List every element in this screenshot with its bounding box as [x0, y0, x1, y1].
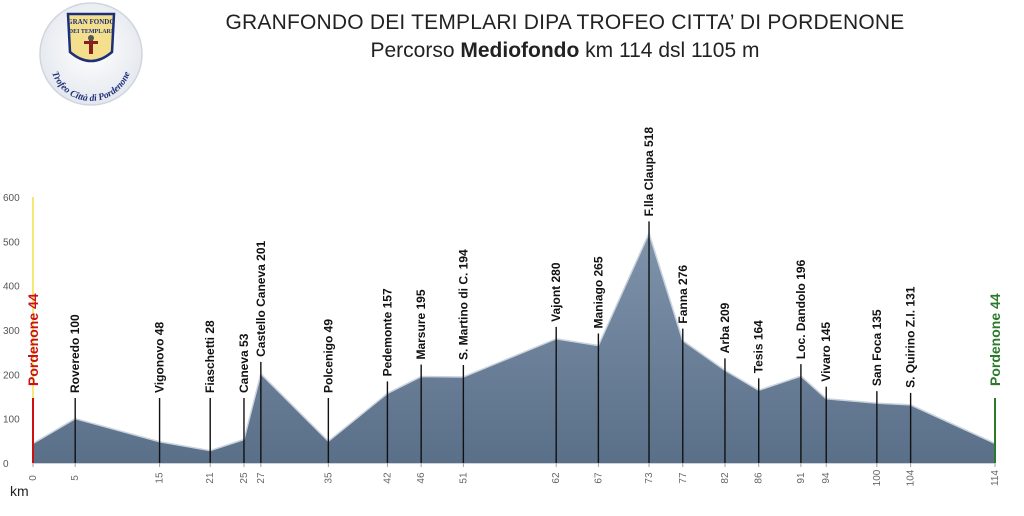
y-tick-label: 0: [3, 459, 9, 470]
x-tick-label: 25: [239, 472, 250, 484]
waypoint-label: San Foca 135: [870, 309, 884, 386]
chart-title: GRANFONDO DEI TEMPLARI DIPA TROFEO CITTA…: [225, 11, 905, 34]
waypoint-label: S. Martino di C. 194: [456, 249, 470, 360]
x-tick-label: 82: [720, 472, 731, 484]
waypoint-label: Tesis 164: [752, 320, 766, 373]
x-tick-label: 91: [796, 472, 807, 484]
waypoint-finish-label: Pordenone 44: [987, 293, 1003, 386]
x-tick-label: 0: [28, 475, 39, 481]
y-tick-label: 100: [3, 415, 20, 426]
elevation-area: [33, 233, 995, 463]
waypoint-label: Fiaschetti 28: [203, 320, 217, 393]
y-tick-label: 400: [3, 282, 20, 293]
x-tick-label: 35: [323, 472, 334, 484]
x-tick-label: 86: [754, 472, 765, 484]
waypoint-label: Roveredo 100: [68, 314, 82, 393]
x-tick-label: 114: [990, 470, 1001, 486]
waypoint-label: Caneva 53: [237, 333, 251, 393]
subtitle-suffix: km 114 dsl 1105 m: [579, 39, 760, 62]
waypoint-label: Fanna 276: [676, 265, 690, 324]
waypoint-label: Pedemonte 157: [380, 288, 394, 376]
event-logo: GRAN FONDO DEI TEMPLARI Trofeo Città di …: [39, 2, 143, 106]
x-tick-label: 100: [872, 469, 883, 486]
x-axis-label: km: [10, 483, 29, 499]
x-tick-label: 62: [551, 472, 562, 484]
y-tick-label: 600: [3, 193, 20, 204]
waypoint-label: S. Quirino Z.I. 131: [904, 286, 918, 388]
y-tick-label: 300: [3, 326, 20, 337]
waypoint-label: Vajont 280: [549, 262, 563, 322]
waypoint-label: F.lla Claupa 518: [642, 127, 656, 217]
waypoint-label: Vivaro 145: [819, 322, 833, 382]
waypoint-label: Arba 209: [718, 302, 732, 353]
waypoint-label: Loc. Dandolo 196: [794, 259, 808, 359]
y-tick-label: 500: [3, 237, 20, 248]
x-tick-label: 94: [821, 472, 832, 484]
x-tick-label: 21: [205, 472, 216, 484]
waypoint-label: Marsure 195: [414, 289, 428, 359]
x-tick-label: 42: [382, 472, 393, 484]
x-tick-label: 104: [906, 469, 917, 486]
x-tick-label: 5: [70, 475, 81, 481]
logo-middle-text: DEI TEMPLARI: [69, 29, 114, 35]
waypoint-label: Castello Caneva 201: [254, 241, 268, 357]
y-tick-label: 200: [3, 370, 20, 381]
x-tick-label: 27: [256, 472, 267, 484]
x-tick-label: 46: [416, 472, 427, 484]
subtitle-bold: Mediofondo: [460, 39, 580, 62]
chart-subtitle: Percorso Mediofondo km 114 dsl 1105 m: [150, 39, 980, 63]
x-tick-label: 51: [458, 472, 469, 484]
waypoints: Pordenone 44 Roveredo 100 Vigonovo 48 Fiasc…: [25, 127, 1003, 463]
logo-top-text: GRAN FONDO: [67, 18, 115, 26]
x-axis: 0 5 15 21 25 27 35 42 46 51 62 67 73 77 82 86 91 94 100 104…: [10, 462, 1001, 499]
waypoint-label: Vigonovo 48: [153, 322, 167, 393]
x-tick-label: 73: [644, 472, 655, 484]
waypoint-label: Maniago 265: [591, 256, 605, 328]
x-tick-label: 15: [155, 472, 166, 484]
waypoint-label: Polcenigo 49: [321, 319, 335, 393]
x-tick-label: 67: [593, 472, 604, 484]
subtitle-prefix: Percorso: [370, 39, 461, 62]
x-tick-label: 77: [678, 472, 689, 484]
knight-icon: [84, 35, 98, 54]
waypoint-start-label: Pordenone 44: [25, 293, 41, 386]
